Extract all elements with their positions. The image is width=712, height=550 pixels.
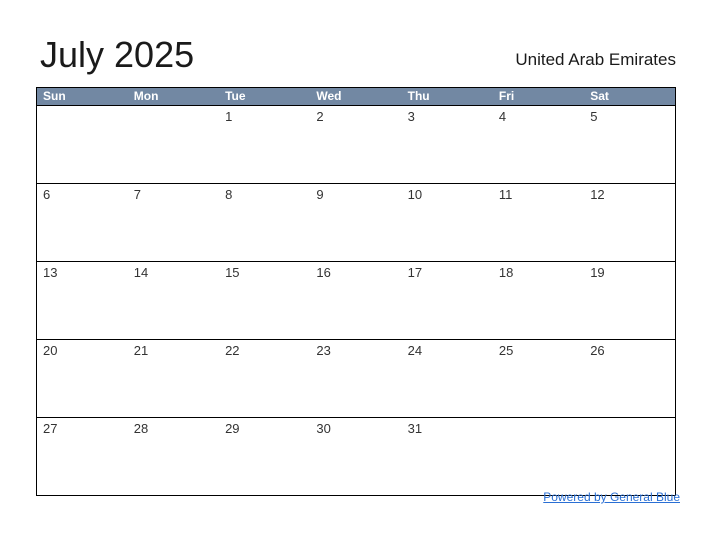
day-cell: 24 [407,343,423,358]
day-cell: 7 [133,187,142,202]
day-cell: 31 [407,421,423,436]
day-cell: 25 [498,343,514,358]
day-cell [37,106,128,184]
week-row-4: 20 21 22 23 24 25 26 [36,339,676,418]
day-cell [584,418,675,496]
calendar: Sun Mon Tue Wed Thu Fri Sat 1 2 3 4 5 6 [36,87,676,496]
day-cell: 23 [316,343,331,358]
day-cell: 12 [590,187,605,202]
day-cell: 8 [225,187,233,202]
day-cell: 10 [407,187,423,202]
day-cell: 1 [225,109,233,124]
footer: Powered by General Blue [543,490,680,504]
day-cell: 21 [133,343,149,358]
country-label: United Arab Emirates [515,50,676,69]
day-cell: 28 [133,421,149,436]
weekday-header-thu: Thu [401,87,493,106]
day-cell: 19 [590,265,605,280]
day-cell: 17 [407,265,423,280]
weekday-header-tue: Tue [219,87,311,106]
day-cell: 29 [225,421,240,436]
weekday-header-fri: Fri [492,87,585,106]
day-cell: 4 [498,109,507,124]
weekday-header-sun: Sun [36,87,128,106]
day-cell: 16 [316,265,331,280]
day-cell [128,106,219,184]
day-cell: 3 [407,109,415,124]
calendar-table: Sun Mon Tue Wed Thu Fri Sat 1 2 3 4 5 6 [36,87,676,496]
weekday-header-row: Sun Mon Tue Wed Thu Fri Sat [36,87,676,106]
day-cell: 27 [43,421,58,436]
day-cell: 18 [498,265,514,280]
week-row-5: 27 28 29 30 31 [36,417,676,496]
day-cell: 13 [43,265,58,280]
day-cell: 9 [316,187,324,202]
day-cell: 11 [498,187,513,202]
day-cell: 6 [43,187,51,202]
week-row-2: 6 7 8 9 10 11 12 [36,183,676,262]
calendar-month-title: July 2025 [40,34,195,75]
powered-by-link[interactable]: Powered by General Blue [543,490,680,504]
day-cell [493,418,584,496]
day-cell: 22 [225,343,240,358]
day-cell: 30 [316,421,331,436]
week-row-1: 1 2 3 4 5 [36,105,676,184]
day-cell: 15 [225,265,240,280]
day-cell: 14 [133,265,149,280]
weekday-header-wed: Wed [310,87,402,106]
day-cell: 26 [590,343,605,358]
week-row-3: 13 14 15 16 17 18 19 [36,261,676,340]
day-cell: 2 [316,109,324,124]
weekday-header-sat: Sat [584,87,676,106]
day-cell: 5 [590,109,598,124]
day-cell: 20 [43,343,58,358]
weekday-header-mon: Mon [127,87,220,106]
